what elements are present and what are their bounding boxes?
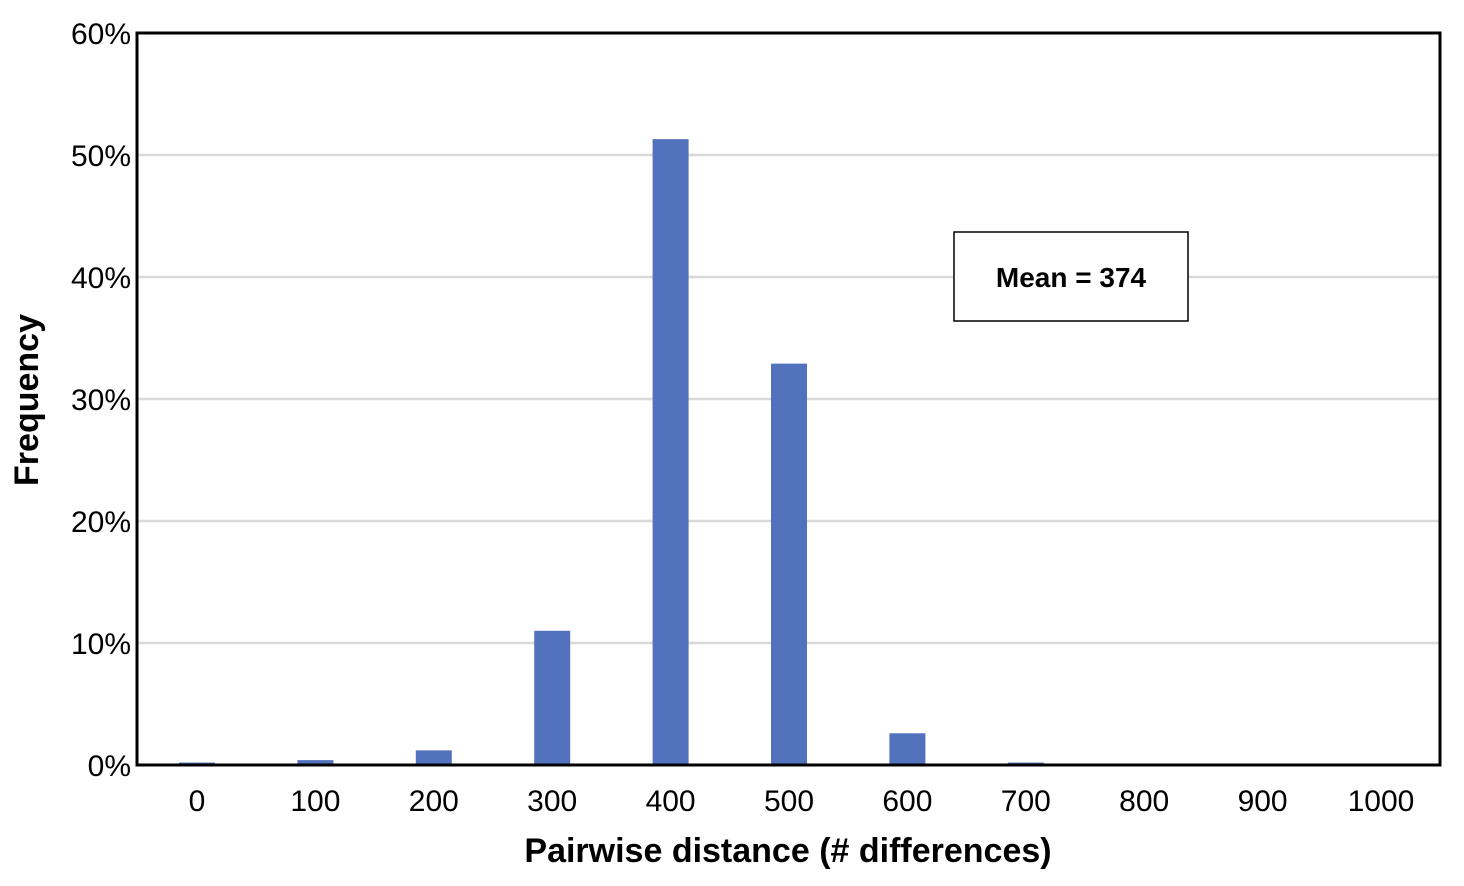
x-tick-label: 1000	[1348, 785, 1415, 818]
x-tick-label: 800	[1119, 785, 1169, 818]
bar-600	[889, 733, 926, 765]
x-tick-label: 400	[646, 785, 696, 818]
y-tick-labels: 0% 10% 20% 30% 40% 50% 60%	[71, 18, 131, 783]
y-tick-label: 20%	[71, 506, 131, 539]
x-tick-label: 300	[527, 785, 577, 818]
plot-frame	[135, 31, 1442, 767]
x-tick-label: 700	[1001, 785, 1051, 818]
mean-annotation-box	[953, 231, 1189, 322]
y-axis-title: Frequency	[8, 314, 46, 486]
y-tick-label: 40%	[71, 262, 131, 295]
x-axis-title: Pairwise distance (# differences)	[524, 832, 1051, 870]
y-tick-label: 50%	[71, 140, 131, 173]
bar-100	[297, 760, 334, 765]
bar-400	[652, 139, 689, 765]
x-tick-label: 0	[189, 785, 206, 818]
bars	[179, 139, 1044, 765]
x-tick-label: 500	[764, 785, 814, 818]
mean-annotation: Mean = 374	[953, 231, 1189, 322]
x-tick-label: 100	[290, 785, 340, 818]
bar-500	[771, 363, 807, 765]
bar-200	[415, 750, 452, 765]
y-tick-label: 30%	[71, 384, 131, 417]
y-tick-label: 0%	[88, 750, 131, 783]
x-tick-label: 900	[1238, 785, 1288, 818]
mean-annotation-text: Mean = 374	[996, 262, 1147, 293]
x-tick-label: 600	[882, 785, 932, 818]
bar-300	[534, 630, 571, 765]
y-tick-label: 60%	[71, 18, 131, 51]
y-tick-label: 10%	[71, 628, 131, 661]
x-tick-label: 200	[409, 785, 459, 818]
x-tick-labels: 0 100 200 300 400 500 600 700 800 900 1000	[189, 785, 1415, 818]
